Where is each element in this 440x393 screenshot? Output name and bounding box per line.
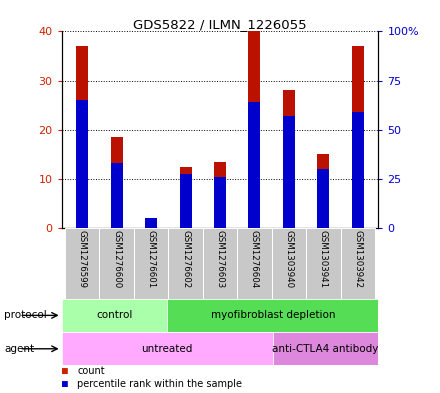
Bar [167, 299, 378, 332]
Text: GSM1276603: GSM1276603 [216, 230, 224, 288]
Text: anti-CTLA4 antibody: anti-CTLA4 antibody [272, 344, 379, 354]
Bar [249, 102, 260, 228]
Bar [306, 228, 341, 299]
Bar [237, 228, 271, 299]
Bar [273, 332, 378, 365]
Bar [111, 137, 123, 228]
Bar [214, 162, 226, 228]
Bar [65, 228, 99, 299]
Text: percentile rank within the sample: percentile rank within the sample [77, 379, 242, 389]
Bar [317, 169, 329, 228]
Bar [341, 228, 375, 299]
Bar [62, 332, 273, 365]
Bar [145, 223, 157, 228]
Text: GSM1276599: GSM1276599 [78, 230, 87, 288]
Text: GSM1303942: GSM1303942 [353, 230, 362, 288]
Bar [180, 174, 191, 228]
Bar [203, 228, 237, 299]
Text: count: count [77, 366, 105, 376]
Text: agent: agent [4, 344, 34, 354]
Text: untreated: untreated [142, 344, 193, 354]
Bar [134, 228, 169, 299]
Text: GSM1303941: GSM1303941 [319, 230, 328, 288]
Bar [76, 46, 88, 228]
Bar [283, 90, 295, 228]
Bar [283, 116, 295, 228]
Bar [352, 46, 364, 228]
Text: GSM1276601: GSM1276601 [147, 230, 156, 288]
Bar [317, 154, 329, 228]
Bar [99, 228, 134, 299]
Text: GSM1276600: GSM1276600 [112, 230, 121, 288]
Text: GSM1303940: GSM1303940 [284, 230, 293, 288]
Text: control: control [96, 310, 132, 320]
Bar [145, 218, 157, 228]
Text: myofibroblast depletion: myofibroblast depletion [211, 310, 335, 320]
Bar [76, 100, 88, 228]
Text: GDS5822 / ILMN_1226055: GDS5822 / ILMN_1226055 [133, 18, 307, 31]
Text: GSM1276602: GSM1276602 [181, 230, 190, 288]
Text: GSM1276604: GSM1276604 [250, 230, 259, 288]
Text: ■: ■ [62, 379, 67, 389]
Bar [180, 167, 191, 228]
Bar [271, 228, 306, 299]
Text: ■: ■ [62, 366, 67, 376]
Bar [62, 299, 167, 332]
Bar [352, 112, 364, 228]
Bar [169, 228, 203, 299]
Bar [214, 177, 226, 228]
Bar [249, 31, 260, 228]
Bar [111, 163, 123, 228]
Text: protocol: protocol [4, 310, 47, 320]
